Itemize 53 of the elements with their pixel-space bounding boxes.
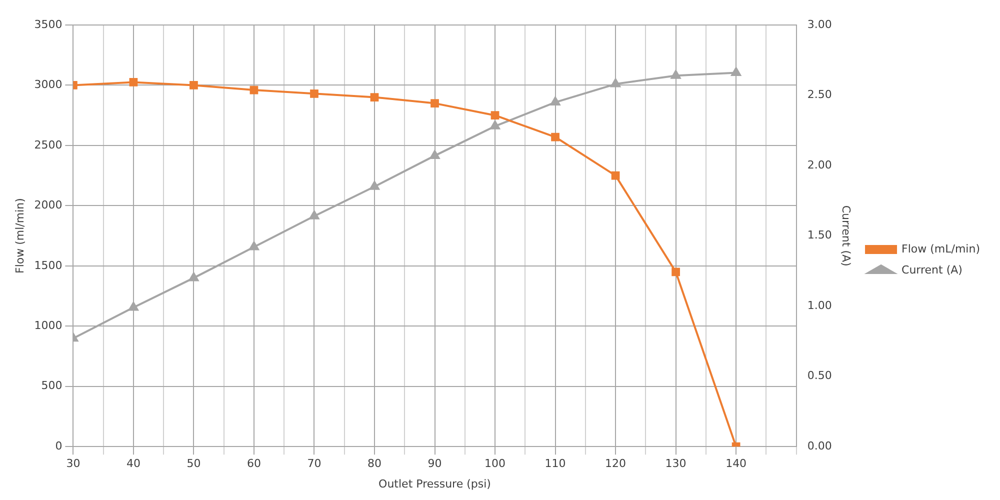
y-tick-label: 2500 (34, 138, 62, 152)
x-tick-label: 110 (544, 457, 566, 470)
point (430, 99, 439, 108)
point (128, 302, 138, 311)
x-tick-label: 90 (428, 457, 442, 470)
point (309, 210, 320, 220)
x-tick-label: 120 (605, 457, 626, 470)
point (731, 67, 741, 76)
point (550, 96, 560, 106)
x-tick-label: 80 (368, 457, 382, 470)
point (370, 93, 379, 102)
point (129, 78, 138, 86)
y2-tick-label: 0.00 (807, 439, 832, 452)
y-axis-title: Flow (ml/min) (13, 198, 26, 274)
point (188, 272, 199, 282)
x-tick-label: 140 (726, 457, 747, 470)
point (430, 150, 440, 159)
y2-tick-label: 1.50 (807, 228, 832, 242)
legend-label: Current (A) (902, 263, 962, 276)
legend-label: Flow (mL/min) (902, 242, 980, 256)
y2-tick-label: 0.50 (807, 369, 832, 382)
point (672, 268, 680, 276)
point (490, 111, 500, 120)
x-tick-label: 30 (66, 457, 80, 470)
point (611, 171, 620, 180)
x-axis-title: Outlet Pressure (psi) (378, 477, 491, 490)
y2-axis-title: Current (A) (840, 205, 853, 266)
point (250, 86, 258, 94)
y-tick-label: 2000 (34, 198, 62, 212)
point (670, 70, 681, 79)
y-tick-label: 3500 (34, 18, 62, 31)
y2-tick-label: 3.00 (807, 18, 832, 31)
point (370, 181, 380, 190)
x-tick-label: 130 (665, 457, 686, 470)
point (490, 120, 500, 130)
x-tick-label: 70 (307, 457, 322, 470)
x-tick-label: 40 (126, 457, 140, 470)
x-tick-label: 60 (246, 457, 261, 470)
y-tick-label: 3000 (34, 78, 62, 92)
y-tick-label: 1000 (34, 319, 62, 332)
point (190, 81, 198, 90)
y2-tick-label: 1.00 (807, 298, 832, 312)
x-tick-label: 100 (484, 457, 506, 470)
x-tick-label: 50 (186, 457, 201, 470)
y2-tick-label: 2.50 (807, 88, 832, 102)
point (249, 242, 259, 250)
y2-tick-label: 2.00 (807, 158, 832, 172)
point (310, 89, 318, 98)
point (551, 132, 560, 142)
y-tick-label: 0 (55, 439, 62, 452)
y-tick-label: 500 (41, 379, 62, 392)
point (610, 78, 620, 88)
y-tick-label: 1500 (34, 258, 62, 272)
